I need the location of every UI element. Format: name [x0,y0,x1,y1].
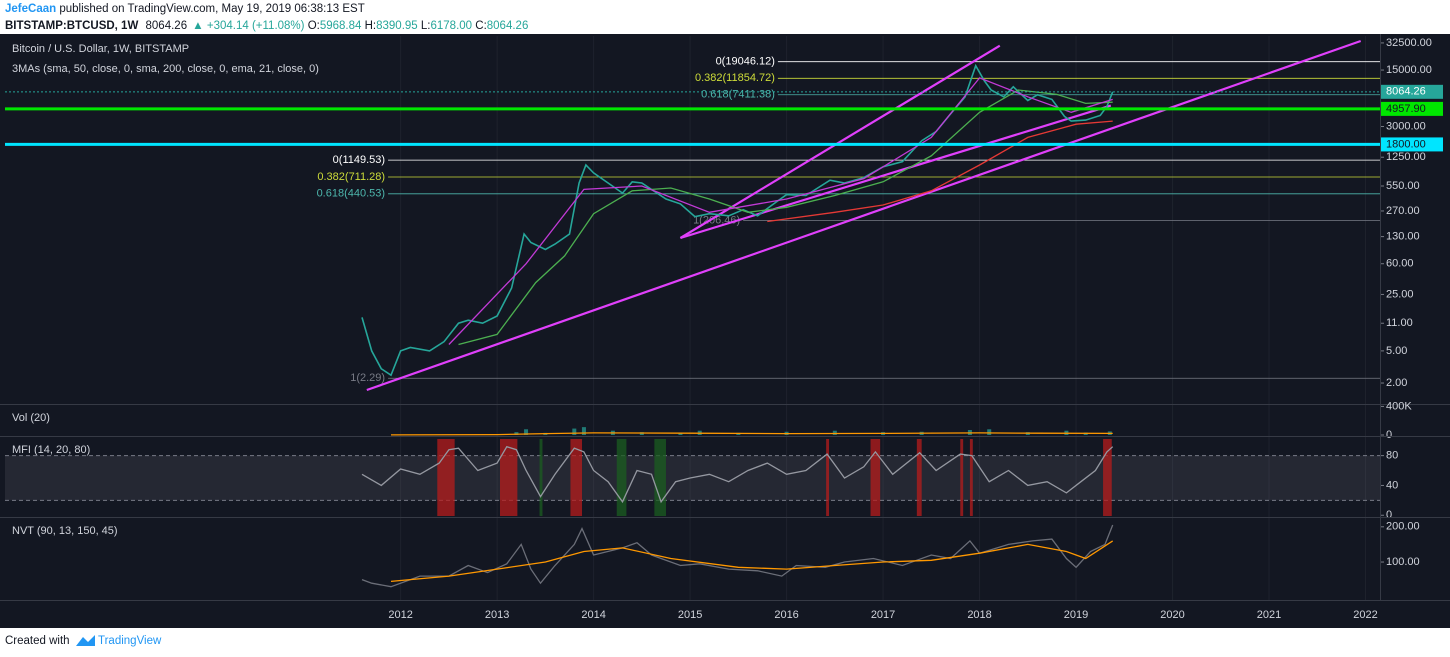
last-price-box [1381,84,1443,99]
footer-text: Created with [5,635,70,647]
pane-title: Vol (20) [12,412,50,424]
pane-title: MFI (14, 20, 80) [12,444,90,456]
level-label: 1800.00 [1386,138,1426,150]
ohlc-value: 6178.00 [430,20,472,32]
ohlc-value: 5968.84 [320,20,362,32]
symbol-line: BITSTAMP:BTCUSD, 1W 8064.26 ▲ +304.14 (+… [5,20,528,32]
pane-title: NVT (90, 13, 150, 45) [12,525,118,537]
series-line [390,540,1114,583]
bar [581,427,586,435]
bar [987,429,992,435]
y-tick-label: 0 [1386,509,1392,521]
series-line [680,104,1112,240]
footer-brand: TradingView [98,635,162,647]
x-tick-label: 2016 [774,609,798,621]
x-tick-label: 2019 [1064,609,1088,621]
fib-label: 0(19046.12) [716,56,775,68]
y-tick-label: 15000.00 [1386,64,1432,76]
y-tick-label: 130.00 [1386,231,1420,243]
ohlc-value: 8390.95 [376,20,418,32]
series-line [361,63,1114,377]
change: ▲ +304.14 (+11.08%) [192,20,304,32]
y-tick-label: 60.00 [1386,258,1414,270]
series-line [767,120,1113,223]
fib-label: 0(1149.53) [333,154,385,166]
y-tick-label: 40 [1386,479,1398,491]
fib-label: 0.618(7411.38) [701,89,775,101]
zone [616,439,627,516]
zone [916,439,922,516]
y-tick-label: 270.00 [1386,205,1420,217]
level-box [1381,137,1443,152]
price: 8064.26 [146,20,188,32]
y-tick-label: 1250.00 [1386,151,1426,163]
y-tick-label: 100.00 [1386,556,1420,568]
y-tick-label: 5.00 [1386,345,1407,357]
y-tick-label: 3000.00 [1386,120,1426,132]
x-tick-label: 2015 [678,609,702,621]
x-tick-label: 2012 [388,609,412,621]
bar [524,429,529,435]
x-tick-label: 2017 [871,609,895,621]
zone [1103,439,1112,516]
chart-area [0,34,1450,628]
header-line: JefeCaan published on TradingView.com, M… [5,3,365,15]
y-tick-label: 25.00 [1386,288,1414,300]
zone [570,439,583,516]
y-tick-label: 11.00 [1386,317,1413,329]
symbol: BITSTAMP:BTCUSD, 1W [5,20,138,32]
fib-label: 1(2.29) [350,372,385,384]
level-box [1381,101,1443,116]
y-tick-label: 0 [1386,429,1392,441]
zone [969,439,973,516]
fib-label: 0.618(440.53) [317,188,386,200]
logo-shape [76,635,95,646]
x-tick-label: 2020 [1160,609,1184,621]
series-line [366,39,1362,392]
x-tick-label: 2014 [581,609,605,621]
y-tick-label: 32500.00 [1386,37,1432,49]
pane-subtitle: 3MAs (sma, 50, close, 0, sma, 200, close… [12,63,319,75]
author: JefeCaan [5,3,56,15]
bar [572,428,577,435]
ohlc-value: 8064.26 [487,20,529,32]
pane-title: Bitcoin / U.S. Dollar, 1W, BITSTAMP [12,43,189,55]
zone [960,439,964,516]
zone [437,439,455,516]
x-tick-label: 2013 [485,609,509,621]
y-tick-label: 80 [1386,450,1398,462]
series-line [458,89,1113,346]
series-line [361,524,1114,588]
ohlc-label: H: [365,20,377,32]
tradingview-logo [76,635,95,646]
series-line [448,77,1113,345]
ohlc-label: O: [308,20,320,32]
y-tick-label: 2.00 [1386,377,1407,389]
ohlc-label: C: [475,20,487,32]
level-label: 4957.90 [1386,103,1426,115]
ohlc-label: L: [421,20,431,32]
x-tick-label: 2022 [1353,609,1377,621]
fib-label: 0.382(11854.72) [695,72,775,84]
zone [500,439,518,516]
y-tick-label: 400K [1386,400,1412,412]
fib-label: 0.382(711.28) [317,171,385,183]
last-price-label: 8064.26 [1386,86,1426,98]
y-tick-label: 200.00 [1386,521,1420,533]
y-tick-label: 550.00 [1386,180,1420,192]
x-tick-label: 2018 [967,609,991,621]
series-line [679,44,1001,239]
zone [539,439,543,516]
series-line [361,445,1114,504]
published: published on TradingView.com, May 19, 20… [59,3,364,15]
zone [870,439,881,516]
series-line [390,432,1113,436]
x-tick-label: 2021 [1257,609,1281,621]
zone [826,439,830,516]
zone [654,439,666,516]
